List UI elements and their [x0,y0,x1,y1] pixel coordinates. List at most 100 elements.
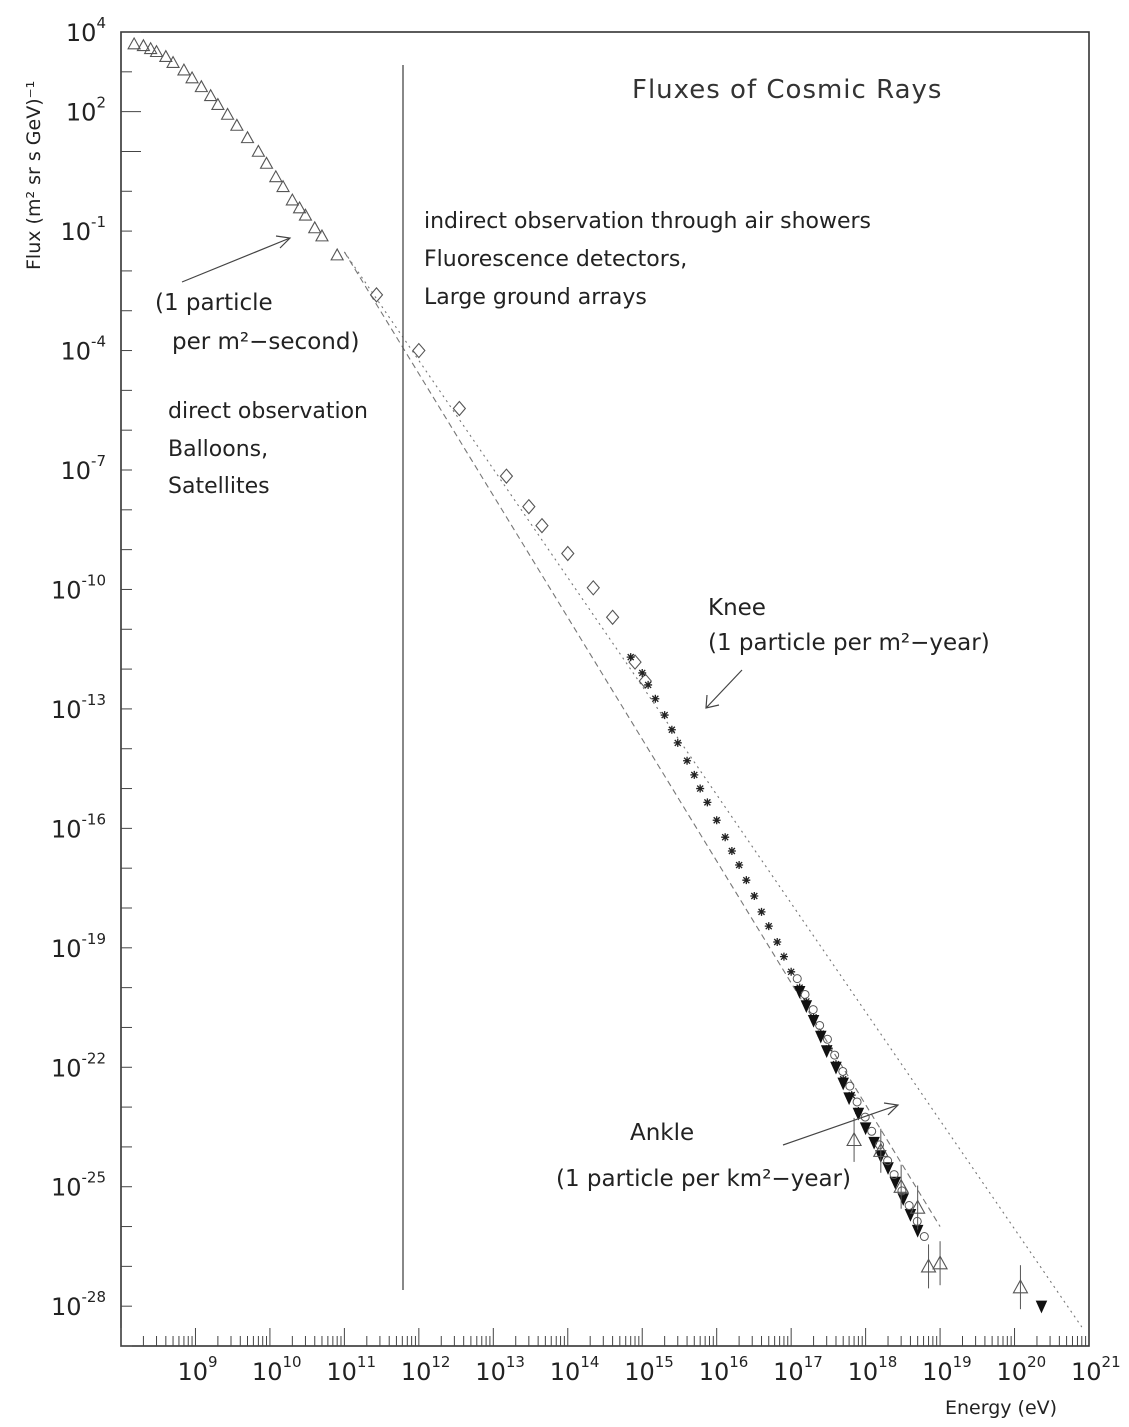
triangle-point [229,118,244,131]
annotation-arrow [181,237,291,283]
annotation-arrowhead [275,235,292,249]
filled-triangle-point [852,1107,865,1121]
circle-point [822,1034,832,1044]
circle-point [800,989,810,999]
diamond-point [522,498,536,515]
star-point [773,938,782,946]
filled-triangle-point [889,1176,902,1190]
x-tick-label: 1012 [401,1353,451,1386]
star-point [673,738,682,747]
star-point [750,892,759,901]
filled-triangle-point [843,1092,855,1106]
star-point [787,967,796,976]
circle-point [845,1081,855,1091]
x-tick-label: 1016 [699,1353,749,1386]
filled-triangle-point [800,1000,813,1013]
star-point [742,876,751,885]
star-point [764,922,773,931]
triangle-point [285,192,300,206]
circle-point [830,1050,840,1060]
x-tick-labels: 109 1010 1011 1012 1013 1014 1015 1016 1017 1018 1… [177,1353,1120,1386]
filled-triangle-point [837,1077,849,1091]
circle-point [897,1186,907,1196]
triangle-point [268,169,283,183]
reference-line-dashed [343,251,941,1227]
triangle-point [194,79,209,93]
star-point [757,907,766,916]
triangle-point [292,200,307,214]
circle-point [874,1140,884,1150]
triangle-point [185,70,199,84]
filled-triangle-point [807,1014,820,1028]
circle-point [904,1201,914,1211]
annotation-text: direct observation [168,399,368,424]
y-axis-title: Flux (m² sr s GeV)⁻¹ [23,81,45,270]
reference-lines [343,251,1083,1328]
annotation-arrow [782,1104,899,1146]
annotation-text: Satellites [168,474,270,499]
data-points [127,36,1048,1314]
triangle-point [315,228,329,242]
circle-point [860,1112,870,1122]
y-tick-label: 10-28 [51,1288,106,1321]
y-tick-label: 10-7 [60,452,106,485]
diamond-point [535,517,549,534]
circle-point [889,1170,899,1180]
star-point [644,680,653,689]
annotation-knee: Knee (1 particle per m²−year) [705,595,990,709]
x-axis-title: Energy (eV) [945,1397,1057,1419]
star-point [690,770,699,779]
y-tick-label: 10-4 [60,333,106,366]
x-tick-label: 109 [177,1353,217,1386]
x-tick-label: 1013 [475,1353,525,1386]
filled-triangle-point [868,1136,880,1150]
filled-triangle-point [897,1193,910,1206]
star-point [626,653,635,662]
star-point [712,816,721,825]
y-tick-label: 10-10 [51,571,106,604]
annotation-text: indirect observation through air showers [424,209,871,234]
x-tick-label: 1014 [550,1353,600,1386]
annotation-text: Large ground arrays [424,285,647,310]
triangle-point [158,49,173,63]
diamond-point [452,400,467,417]
triangle-point [149,44,164,58]
star-point [660,711,669,720]
star-point [721,833,730,842]
annotation-direct-observation: direct observation Balloons, Satellites [168,399,368,499]
chart-title: Fluxes of Cosmic Rays [632,75,942,105]
circle-point [919,1232,929,1242]
reference-line-dotted [343,251,1083,1328]
annotation-arrowhead [705,694,720,709]
annotation-arrowhead [883,1102,900,1116]
annotation-text: Knee [708,595,766,621]
filled-triangle-point [820,1045,833,1058]
circle-point [867,1126,877,1136]
annotation-one-per-m2-second: (1 particle per m²−second) [155,235,359,355]
circle-point [815,1020,825,1030]
axis-ticks [120,31,1087,1347]
y-tick-label: 10-13 [51,691,106,724]
diamond-point [586,579,600,596]
diamond-point [499,468,514,485]
triangle-point [127,36,142,50]
x-tick-label: 1021 [1071,1353,1121,1386]
annotation-text: per m²−second) [172,329,359,355]
triangle-point [166,55,180,68]
triangle-point [307,220,322,234]
annotation-ankle: Ankle (1 particle per km²−year) [556,1102,900,1192]
star-point [638,668,647,677]
triangle-point [330,247,345,261]
triangle-point [203,88,218,102]
star-point [683,756,692,765]
diamond-point [605,609,620,626]
y-tick-label: 10-25 [51,1169,106,1202]
x-tick-label: 1018 [848,1353,898,1386]
triangle-point [176,63,191,76]
circle-point [838,1066,848,1076]
filled-triangle-point [1035,1300,1048,1314]
diamond-point [561,545,575,562]
star-point [727,847,736,856]
diamond-point [412,342,426,359]
